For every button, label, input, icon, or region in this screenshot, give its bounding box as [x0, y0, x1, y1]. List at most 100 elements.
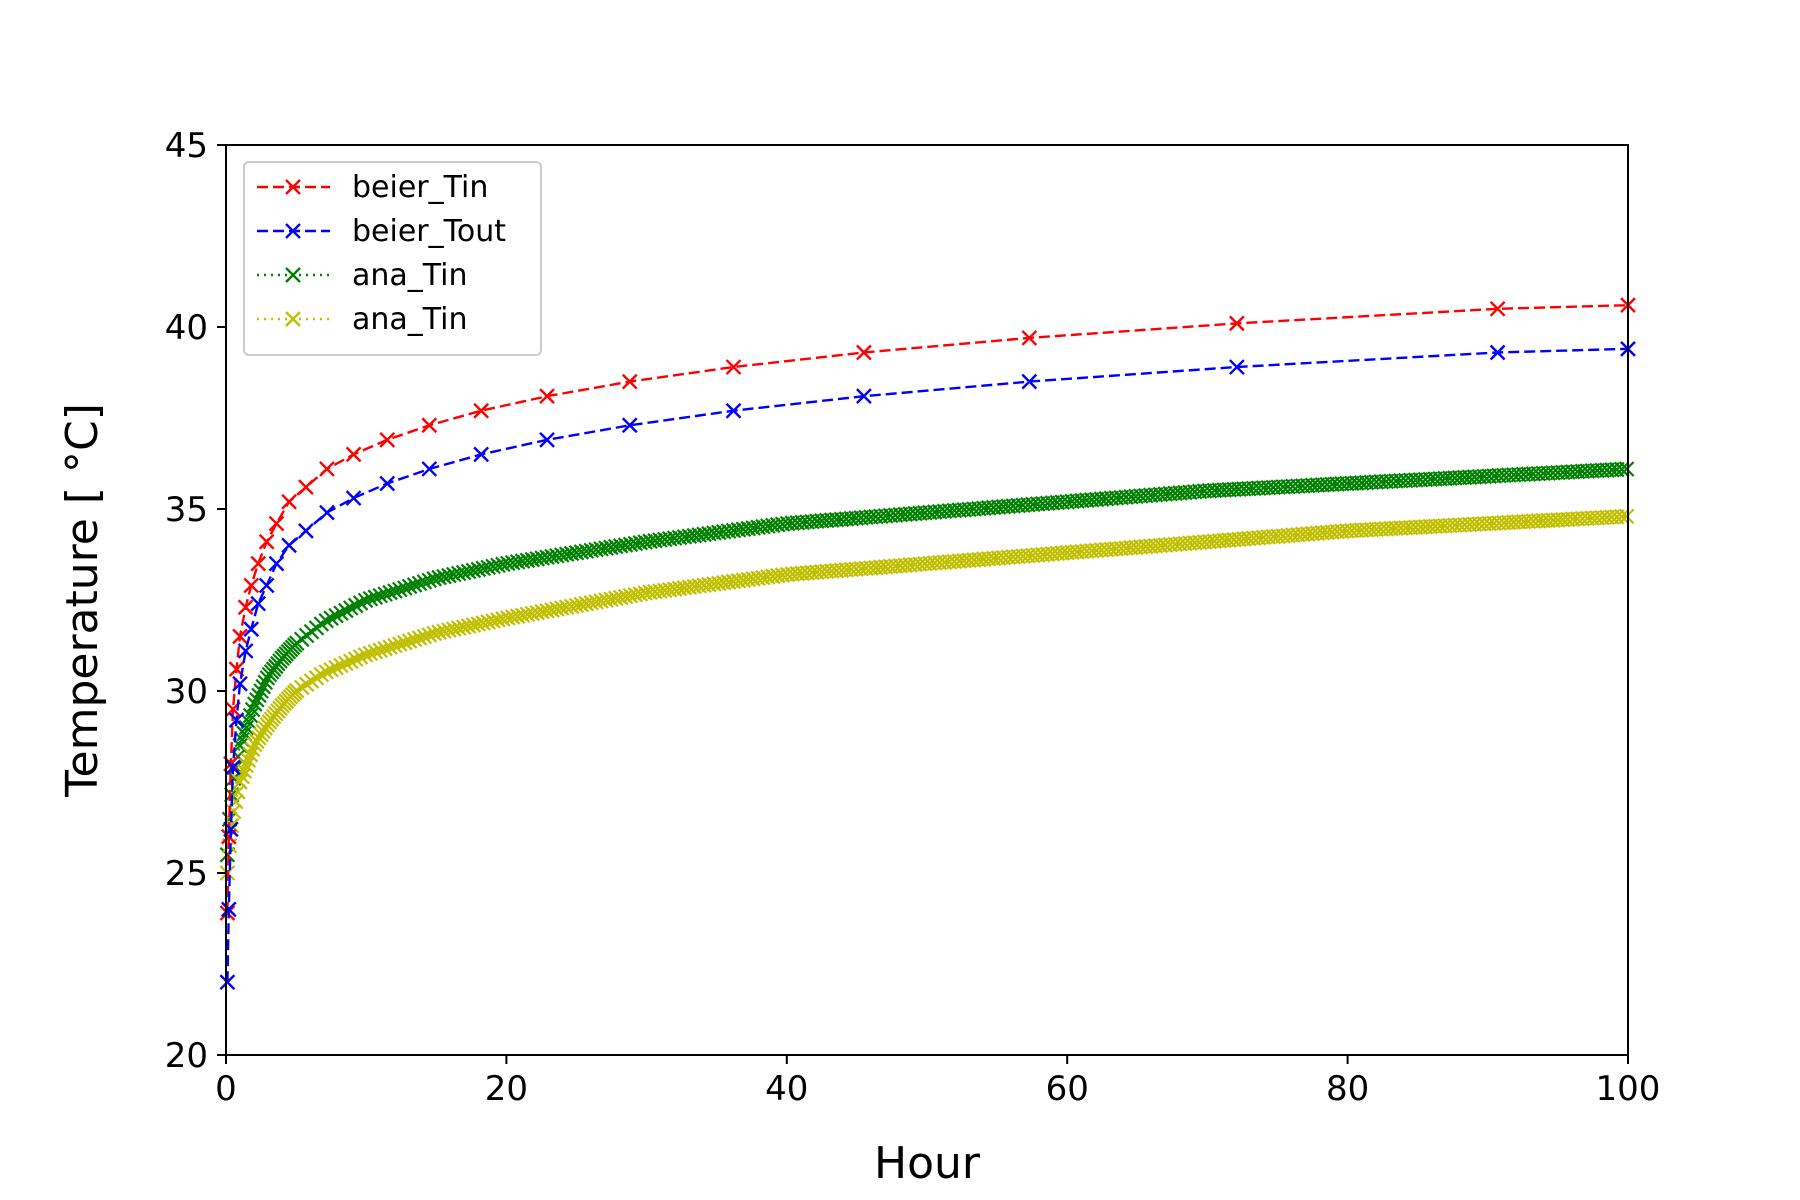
data-point	[367, 589, 384, 605]
data-point	[416, 628, 433, 645]
data-point	[382, 639, 398, 655]
data-point	[236, 763, 253, 779]
data-point	[465, 617, 482, 633]
data-point	[401, 633, 418, 649]
y-tick-label: 40	[165, 308, 208, 348]
data-point	[470, 616, 487, 632]
data-point	[377, 586, 393, 602]
data-point	[318, 664, 335, 680]
legend-item: ana_Tin	[257, 302, 468, 337]
data-point	[219, 974, 236, 991]
data-point	[240, 752, 257, 768]
data-point	[372, 642, 388, 659]
data-point	[441, 567, 457, 584]
legend-label: beier_Tout	[352, 214, 506, 249]
data-point	[333, 605, 349, 621]
x-tick-label: 80	[1326, 1069, 1369, 1109]
data-point	[396, 634, 413, 651]
y-tick-label: 30	[165, 672, 208, 712]
data-point	[237, 599, 254, 616]
data-point	[539, 431, 555, 448]
data-point	[268, 555, 285, 572]
legend-marker	[285, 223, 301, 239]
data-point	[426, 625, 442, 642]
data-point	[436, 568, 452, 585]
x-tick-label: 20	[485, 1069, 528, 1109]
data-point	[406, 577, 423, 593]
data-point	[243, 621, 260, 637]
data-point	[244, 701, 261, 718]
data-point	[1613, 508, 1630, 525]
data-point	[475, 615, 492, 631]
data-point	[1489, 344, 1506, 361]
data-point	[396, 580, 413, 596]
data-point	[343, 600, 359, 616]
y-tick-label: 35	[165, 490, 208, 530]
data-point	[1489, 300, 1506, 317]
series-ana_Tin-2	[219, 461, 1635, 863]
data-point	[347, 651, 364, 667]
data-point	[621, 373, 638, 390]
series-line	[226, 347, 1629, 983]
series-line	[226, 304, 1629, 914]
data-point	[250, 555, 267, 572]
data-point	[281, 537, 297, 554]
data-point	[352, 649, 369, 665]
data-point	[249, 691, 265, 708]
data-point	[333, 657, 349, 674]
data-point	[856, 388, 872, 405]
data-point	[1613, 461, 1630, 478]
data-point	[313, 666, 330, 683]
data-point	[441, 622, 457, 638]
y-tick-label: 45	[165, 126, 208, 166]
data-point	[323, 610, 339, 626]
data-point	[485, 613, 501, 629]
series-beier_Tout-1	[219, 340, 1636, 991]
data-point	[238, 757, 255, 774]
data-point	[379, 431, 396, 448]
data-point	[319, 504, 335, 521]
x-tick-label: 0	[215, 1069, 237, 1109]
data-point	[243, 577, 260, 594]
data-point	[480, 559, 496, 576]
data-point	[446, 566, 462, 583]
data-point	[244, 741, 261, 758]
data-point	[480, 614, 496, 630]
data-point	[253, 683, 269, 699]
data-point	[450, 565, 467, 582]
data-point	[328, 607, 344, 624]
data-point	[431, 569, 447, 586]
legend-label: beier_Tin	[352, 170, 488, 205]
series-beier_Tin-0	[219, 297, 1636, 921]
data-point	[460, 563, 477, 580]
data-point	[281, 493, 297, 510]
data-point	[228, 712, 245, 728]
data-point	[219, 905, 236, 921]
data-point	[421, 572, 438, 589]
data-point	[377, 640, 393, 657]
data-point	[725, 402, 742, 419]
data-point	[225, 759, 241, 776]
data-point	[242, 746, 259, 763]
data-point	[345, 446, 362, 463]
y-tick-label: 20	[165, 1036, 208, 1076]
data-point	[460, 618, 477, 634]
data-point	[338, 602, 354, 619]
data-point	[232, 774, 248, 790]
data-point	[379, 475, 396, 492]
legend-marker	[285, 311, 301, 327]
data-point	[436, 623, 452, 639]
x-tick-label: 40	[765, 1069, 808, 1109]
data-point	[1618, 461, 1635, 477]
data-point	[421, 417, 438, 434]
data-point	[485, 558, 501, 575]
legend-marker	[285, 179, 301, 195]
data-point	[416, 574, 433, 590]
data-point	[387, 583, 403, 599]
plot-area	[219, 297, 1636, 991]
data-point	[258, 577, 275, 594]
data-point	[621, 417, 638, 434]
data-point	[431, 624, 447, 640]
